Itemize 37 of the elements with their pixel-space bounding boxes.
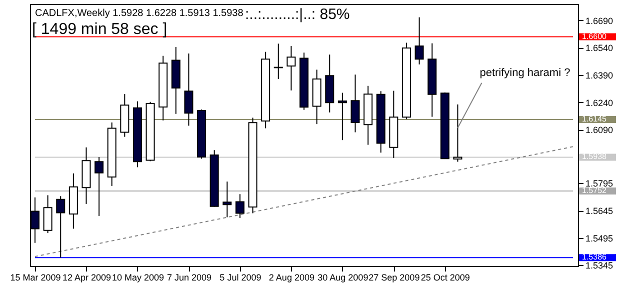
x-tick-label: 15 Mar 2009 (10, 272, 61, 282)
y-tick-label: 1.6090 (586, 125, 614, 136)
y-tick-label: 1.6690 (586, 16, 614, 26)
y-tick-label: 1.6540 (586, 43, 614, 54)
y-tick-label: 1.5495 (586, 233, 614, 244)
ref-line-label: 1.6600 (582, 32, 608, 41)
x-tick-label: 7 Jun 2009 (166, 272, 212, 282)
annotation: :..:........:|..: 85% (245, 6, 350, 23)
candlestick (235, 194, 244, 218)
x-tick-label: 12 Apr 2009 (62, 272, 112, 282)
x-tick-label: 10 May 2009 (112, 272, 164, 282)
x-tick-label: 2 Aug 2009 (268, 272, 314, 282)
candlestick (184, 52, 194, 126)
ref-line-label: 1.5386 (582, 252, 608, 262)
candlestick (286, 46, 296, 91)
annotation: petrifying harami ? (480, 66, 570, 79)
y-tick-label: 1.5645 (586, 206, 614, 216)
candlestick (338, 92, 347, 141)
x-tick-label: 25 Oct 2009 (420, 272, 470, 282)
ref-line-label: 1.6145 (582, 114, 608, 124)
candlestick (350, 74, 360, 133)
x-tick-label: 5 Jul 2009 (220, 272, 262, 282)
y-tick-label: 1.5345 (586, 260, 614, 271)
candlestick (453, 104, 462, 162)
candlestick (222, 181, 232, 218)
ref-line-label: 1.5752 (582, 186, 608, 196)
y-tick-label: 1.5795 (586, 178, 614, 189)
candlestick (43, 194, 52, 234)
chart-title: CADLFX,Weekly 1.5928 1.6228 1.5913 1.5938 (35, 8, 244, 19)
candlestick (414, 16, 424, 65)
x-tick-label: 27 Sep 2009 (368, 272, 420, 282)
candlestick (56, 196, 66, 258)
y-tick-label: 1.6240 (586, 98, 614, 108)
text: [ 1499 min 58 sec ] (32, 21, 168, 38)
y-tick-label: 1.6390 (586, 70, 614, 80)
candlestick (94, 156, 104, 216)
x-tick-label: 30 Aug 2009 (318, 272, 368, 282)
